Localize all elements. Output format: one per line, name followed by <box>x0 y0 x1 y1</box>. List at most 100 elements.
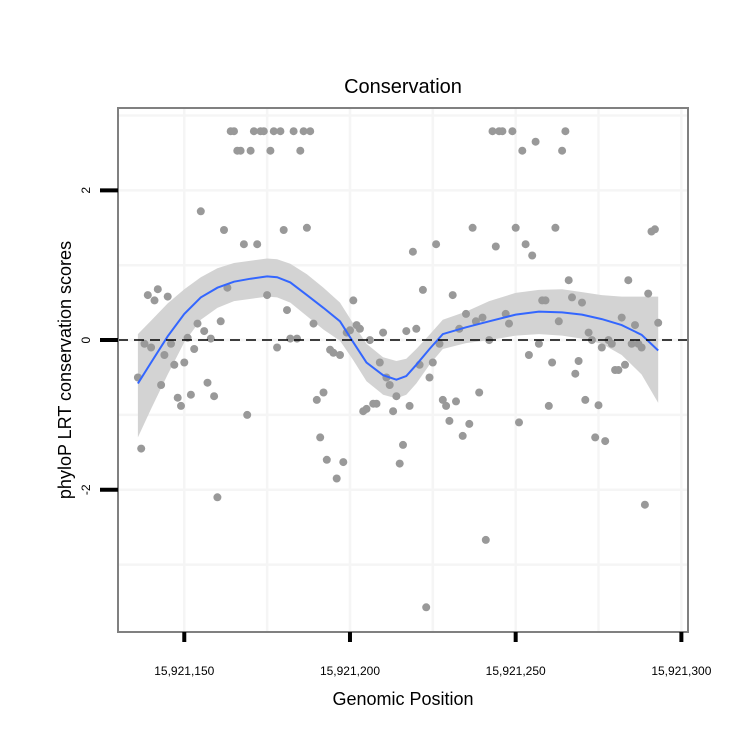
data-points <box>133 127 663 612</box>
data-point <box>408 247 417 256</box>
data-point <box>607 339 616 348</box>
data-point <box>200 327 209 336</box>
data-point <box>614 366 623 374</box>
data-point <box>385 381 394 389</box>
data-point <box>564 276 573 285</box>
data-point <box>574 357 583 365</box>
data-point <box>147 343 156 352</box>
data-point <box>402 327 411 336</box>
data-point <box>481 535 490 544</box>
data-point <box>372 399 381 408</box>
data-point <box>458 431 467 440</box>
data-point <box>491 242 500 251</box>
data-point <box>475 388 484 397</box>
data-point <box>627 339 636 348</box>
data-point <box>399 440 407 449</box>
data-point <box>448 291 457 300</box>
data-point <box>375 358 384 367</box>
data-point <box>312 395 321 404</box>
data-point <box>621 360 629 369</box>
data-point <box>644 289 653 298</box>
data-point <box>412 324 421 333</box>
data-point <box>309 319 318 328</box>
data-point <box>405 401 414 410</box>
data-point <box>253 240 262 249</box>
data-point <box>601 437 610 446</box>
data-point <box>173 393 182 402</box>
y-axis: -2 0 2 <box>79 187 118 495</box>
data-point <box>438 395 447 404</box>
data-point <box>319 388 328 397</box>
data-point <box>581 395 590 404</box>
data-point <box>180 358 189 367</box>
data-point <box>170 360 179 369</box>
data-point <box>246 146 255 155</box>
data-point <box>425 373 434 382</box>
data-point <box>355 324 364 333</box>
x-axis-tick-label: 15,921,250 <box>486 664 546 678</box>
data-point <box>332 474 341 483</box>
y-axis-title: phyloP LRT conservation scores <box>55 241 75 499</box>
data-point <box>445 416 454 425</box>
data-point <box>640 500 649 509</box>
data-point <box>213 493 222 502</box>
data-point <box>452 397 460 406</box>
data-point <box>561 127 570 136</box>
data-point <box>249 127 258 136</box>
data-point <box>236 146 245 155</box>
data-point <box>650 225 659 234</box>
data-point <box>196 207 205 216</box>
data-point <box>216 317 225 326</box>
data-point <box>435 339 444 348</box>
data-point <box>289 127 298 136</box>
data-point <box>150 296 159 305</box>
data-point <box>624 276 633 285</box>
data-point <box>243 410 252 419</box>
data-point <box>654 318 663 327</box>
data-point <box>349 296 358 305</box>
data-point <box>597 343 606 352</box>
data-point <box>362 404 371 413</box>
x-axis: 15,921,150 15,921,200 15,921,250 15,921,300 <box>154 632 712 678</box>
chart-title: Conservation <box>344 76 462 98</box>
x-axis-tick-label: 15,921,200 <box>320 664 380 678</box>
data-point <box>428 358 437 367</box>
data-point <box>269 127 278 136</box>
data-point <box>283 306 291 315</box>
data-point <box>584 328 593 337</box>
data-point <box>239 240 248 249</box>
data-point <box>190 345 199 353</box>
data-point <box>488 127 497 136</box>
data-point <box>365 336 374 345</box>
data-point <box>531 137 540 146</box>
data-point <box>266 146 275 155</box>
data-point <box>591 433 600 442</box>
data-point <box>329 348 338 357</box>
data-point <box>511 223 520 232</box>
data-point <box>263 291 272 300</box>
data-point <box>637 343 646 352</box>
data-point <box>143 291 152 300</box>
data-point <box>273 343 282 352</box>
data-point <box>153 285 162 294</box>
data-point <box>157 381 166 389</box>
data-point <box>302 223 311 232</box>
data-point <box>515 418 523 427</box>
data-point <box>167 339 175 348</box>
data-point <box>521 240 530 249</box>
data-point <box>339 458 348 467</box>
data-point <box>617 313 626 322</box>
data-point <box>293 334 301 343</box>
data-point <box>299 127 308 136</box>
data-point <box>534 339 543 348</box>
data-point <box>508 127 517 136</box>
data-point <box>465 419 474 428</box>
data-point <box>594 401 603 410</box>
data-point <box>395 459 404 468</box>
data-point <box>568 293 576 302</box>
data-point <box>279 226 288 234</box>
data-point <box>541 296 550 305</box>
data-point <box>528 251 537 260</box>
data-point <box>551 223 560 232</box>
